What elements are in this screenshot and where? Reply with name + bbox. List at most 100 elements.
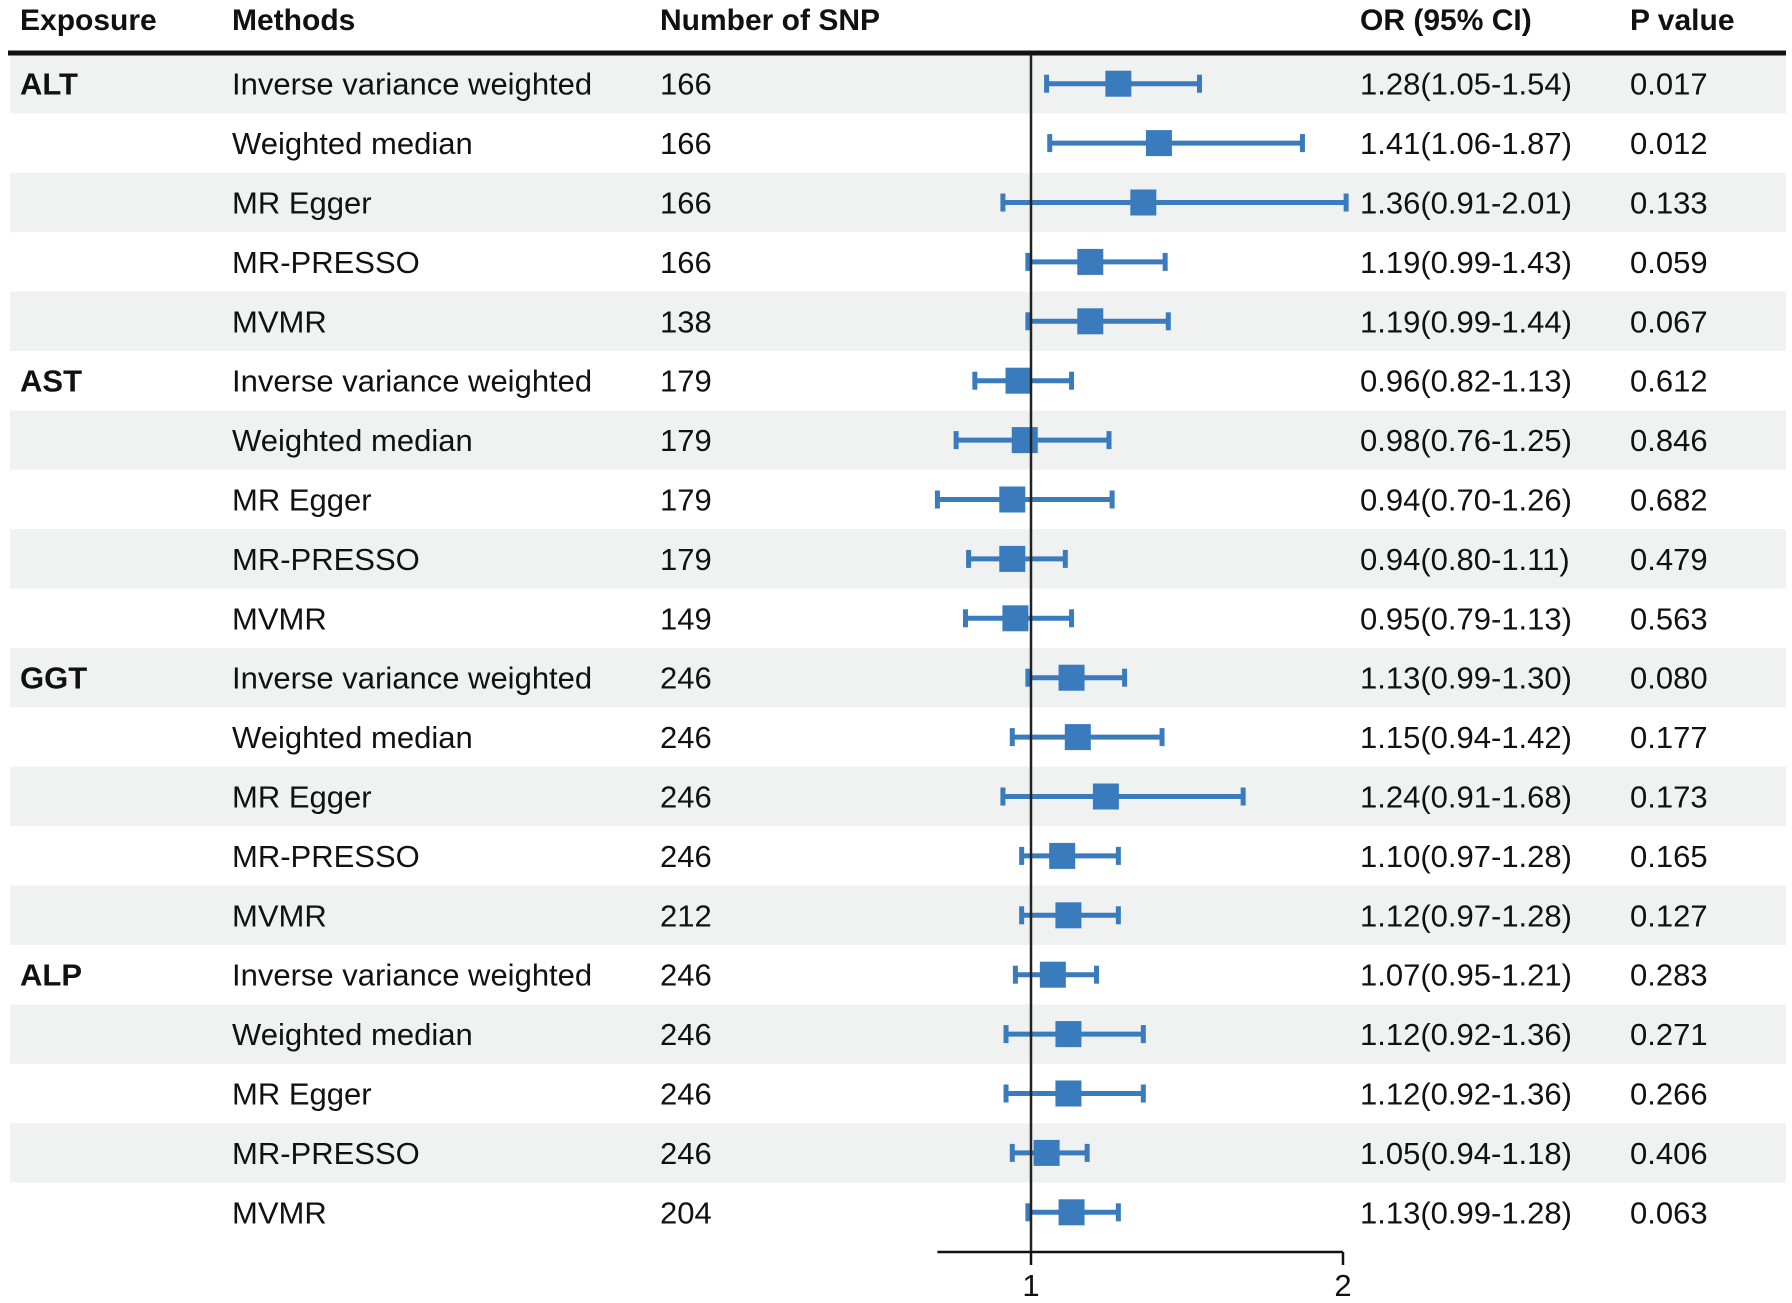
- or-point: [1002, 605, 1029, 632]
- row-band: [10, 291, 1786, 351]
- or-point: [1105, 70, 1132, 97]
- method-cell: MR Egger: [232, 1077, 372, 1112]
- or-ci-cell: 1.12(0.97-1.28): [1360, 898, 1572, 933]
- or-point: [1005, 367, 1032, 394]
- p-value-cell: 0.177: [1630, 720, 1708, 755]
- p-value-cell: 0.846: [1630, 423, 1708, 458]
- table-row: Weighted median 166 1.41(1.06-1.87) 0.012: [232, 126, 1708, 161]
- header-methods: Methods: [232, 4, 355, 37]
- or-ci-cell: 0.95(0.79-1.13): [1360, 601, 1572, 636]
- table-row: Weighted median 246 1.15(0.94-1.42) 0.177: [232, 720, 1708, 755]
- or-ci-cell: 1.24(0.91-1.68): [1360, 780, 1572, 815]
- p-value-cell: 0.283: [1630, 958, 1708, 993]
- table-rows: ALT Inverse variance weighted 166 1.28(1.05…: [20, 67, 1708, 1231]
- nsnp-cell: 246: [660, 661, 712, 696]
- method-cell: MR Egger: [232, 483, 372, 518]
- nsnp-cell: 246: [660, 1136, 712, 1171]
- p-value-cell: 0.133: [1630, 186, 1708, 221]
- nsnp-cell: 246: [660, 720, 712, 755]
- p-value-cell: 0.682: [1630, 483, 1708, 518]
- p-value-cell: 0.612: [1630, 364, 1708, 399]
- method-cell: Inverse variance weighted: [232, 958, 592, 993]
- row-band: [10, 885, 1786, 945]
- or-point: [1064, 724, 1091, 751]
- or-point: [1039, 961, 1066, 988]
- method-cell: Weighted median: [232, 1017, 473, 1052]
- table-row: MR Egger 179 0.94(0.70-1.26) 0.682: [232, 483, 1708, 518]
- table-row: MR-PRESSO 246 1.05(0.94-1.18) 0.406: [232, 1136, 1708, 1171]
- table-row: Weighted median 179 0.98(0.76-1.25) 0.846: [232, 423, 1708, 458]
- header-row: Exposure Methods Number of SNP OR (95% C…: [20, 4, 1735, 37]
- method-cell: MR-PRESSO: [232, 542, 420, 577]
- or-point: [1058, 664, 1085, 691]
- header-exposure: Exposure: [20, 4, 157, 37]
- table-row: AST Inverse variance weighted 179 0.96(0.82…: [20, 364, 1708, 399]
- method-cell: MR Egger: [232, 186, 372, 221]
- method-cell: Weighted median: [232, 423, 473, 458]
- table-row: MVMR 138 1.19(0.99-1.44) 0.067: [232, 304, 1708, 339]
- or-point: [1055, 902, 1082, 929]
- nsnp-cell: 166: [660, 67, 712, 102]
- table-row: MR-PRESSO 166 1.19(0.99-1.43) 0.059: [232, 245, 1708, 280]
- header-or: OR (95% CI): [1360, 4, 1532, 37]
- or-ci-cell: 1.10(0.97-1.28): [1360, 839, 1572, 874]
- header-nsnp: Number of SNP: [660, 4, 880, 37]
- or-ci-cell: 1.19(0.99-1.43): [1360, 245, 1572, 280]
- method-cell: MVMR: [232, 898, 327, 933]
- or-ci-cell: 1.12(0.92-1.36): [1360, 1017, 1572, 1052]
- nsnp-cell: 166: [660, 245, 712, 280]
- method-cell: MVMR: [232, 304, 327, 339]
- or-point: [1092, 783, 1119, 810]
- method-cell: Weighted median: [232, 720, 473, 755]
- exposure-label: GGT: [20, 661, 87, 696]
- exposure-label: ALT: [20, 67, 78, 102]
- or-point: [1033, 1139, 1060, 1166]
- nsnp-cell: 246: [660, 958, 712, 993]
- or-ci-cell: 1.13(0.99-1.28): [1360, 1195, 1572, 1230]
- table-row: MR Egger 246 1.24(0.91-1.68) 0.173: [232, 780, 1708, 815]
- table-row: MVMR 204 1.13(0.99-1.28) 0.063: [232, 1195, 1708, 1230]
- p-value-cell: 0.080: [1630, 661, 1708, 696]
- p-value-cell: 0.127: [1630, 898, 1708, 933]
- nsnp-cell: 246: [660, 1017, 712, 1052]
- nsnp-cell: 246: [660, 839, 712, 874]
- row-band: [10, 172, 1786, 233]
- table-row: MVMR 212 1.12(0.97-1.28) 0.127: [232, 898, 1708, 933]
- or-point: [1077, 308, 1104, 335]
- table-row: Weighted median 246 1.12(0.92-1.36) 0.271: [232, 1017, 1708, 1052]
- table-row: MR Egger 246 1.12(0.92-1.36) 0.266: [232, 1077, 1708, 1112]
- table-row: GGT Inverse variance weighted 246 1.13(0.99…: [20, 661, 1708, 696]
- method-cell: MR-PRESSO: [232, 839, 420, 874]
- or-ci-cell: 1.41(1.06-1.87): [1360, 126, 1572, 161]
- method-cell: MR-PRESSO: [232, 1136, 420, 1171]
- or-point: [1049, 842, 1076, 869]
- nsnp-cell: 179: [660, 483, 712, 518]
- or-ci-cell: 0.96(0.82-1.13): [1360, 364, 1572, 399]
- nsnp-cell: 212: [660, 898, 712, 933]
- header-p: P value: [1630, 4, 1735, 37]
- or-ci-cell: 0.94(0.80-1.11): [1360, 542, 1570, 577]
- forest-marks: [934, 55, 1349, 1252]
- or-ci-cell: 1.07(0.95-1.21): [1360, 958, 1572, 993]
- p-value-cell: 0.479: [1630, 542, 1708, 577]
- or-ci-cell: 1.05(0.94-1.18): [1360, 1136, 1572, 1171]
- method-cell: Inverse variance weighted: [232, 661, 592, 696]
- table-row: MR-PRESSO 246 1.10(0.97-1.28) 0.165: [232, 839, 1708, 874]
- method-cell: Weighted median: [232, 126, 473, 161]
- or-point: [999, 545, 1026, 572]
- nsnp-cell: 138: [660, 304, 712, 339]
- or-ci-cell: 1.28(1.05-1.54): [1360, 67, 1572, 102]
- nsnp-cell: 149: [660, 601, 712, 636]
- or-point: [1145, 130, 1172, 157]
- nsnp-cell: 179: [660, 423, 712, 458]
- p-value-cell: 0.406: [1630, 1136, 1708, 1171]
- nsnp-cell: 246: [660, 1077, 712, 1112]
- row-band: [10, 1004, 1786, 1064]
- p-value-cell: 0.266: [1630, 1077, 1708, 1112]
- p-value-cell: 0.067: [1630, 304, 1708, 339]
- nsnp-cell: 166: [660, 126, 712, 161]
- nsnp-cell: 204: [660, 1195, 712, 1230]
- method-cell: MR-PRESSO: [232, 245, 420, 280]
